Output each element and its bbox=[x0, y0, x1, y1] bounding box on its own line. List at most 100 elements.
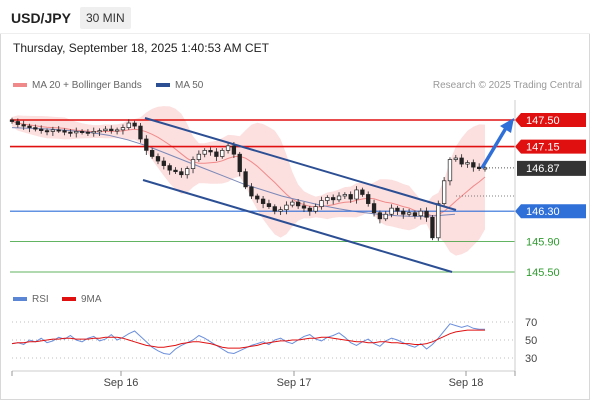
legend-rsi-label: RSI bbox=[32, 294, 49, 305]
candle-body bbox=[389, 207, 394, 215]
level-tag-0 bbox=[515, 113, 586, 127]
candle-body bbox=[383, 213, 388, 220]
candle-body bbox=[395, 207, 400, 212]
chart-datetime: Thursday, September 18, 2025 1:40:53 AM … bbox=[13, 41, 269, 55]
rsi-level-label-1: 50 bbox=[525, 335, 537, 347]
candle-body bbox=[354, 189, 359, 200]
candle-body bbox=[418, 210, 423, 217]
level-label-0: 147.50 bbox=[526, 115, 560, 127]
candle-body bbox=[313, 206, 318, 212]
candle-body bbox=[15, 121, 20, 125]
level-tag-3 bbox=[515, 204, 586, 219]
candle-body bbox=[103, 128, 108, 131]
candle-body bbox=[290, 201, 295, 206]
candle-body bbox=[342, 194, 348, 197]
candle-body bbox=[155, 156, 161, 162]
candle-body bbox=[401, 210, 406, 215]
candle-body bbox=[208, 150, 213, 153]
forecast-arrow-head bbox=[500, 118, 514, 133]
channel-lower-line bbox=[142, 179, 453, 273]
candle-body bbox=[39, 128, 44, 131]
candle-body bbox=[243, 171, 248, 188]
legend-9ma-label: 9MA bbox=[81, 294, 102, 305]
channel-upper-line bbox=[144, 117, 457, 211]
candle-body bbox=[255, 195, 260, 200]
candle-body bbox=[307, 207, 312, 212]
legend-ma50-label: MA 50 bbox=[175, 80, 204, 91]
level-label-1: 147.15 bbox=[526, 142, 560, 154]
candle-body bbox=[161, 160, 166, 166]
copyright-text: Research © 2025 Trading Central bbox=[432, 80, 582, 91]
candle-body bbox=[114, 129, 120, 132]
candle-body bbox=[56, 129, 61, 132]
candle-body bbox=[441, 180, 447, 204]
candles bbox=[9, 117, 488, 241]
top-bar: USD/JPY 30 MIN bbox=[0, 0, 590, 34]
timeframe-badge[interactable]: 30 MIN bbox=[80, 7, 131, 29]
candle-body bbox=[231, 145, 237, 155]
candle-body bbox=[202, 150, 207, 155]
candle-body bbox=[68, 131, 73, 134]
candle-body bbox=[459, 157, 464, 165]
candle-body bbox=[21, 124, 26, 127]
candle-body bbox=[266, 203, 272, 207]
candle-body bbox=[214, 151, 219, 157]
candle-body bbox=[336, 195, 342, 201]
candle-body bbox=[173, 169, 178, 173]
level-label-4: 145.90 bbox=[526, 237, 560, 249]
candle-body bbox=[33, 127, 38, 130]
candle-body bbox=[109, 128, 114, 131]
candle-body bbox=[237, 153, 242, 173]
ma9-swatch bbox=[62, 297, 76, 302]
candle-body bbox=[412, 212, 418, 217]
candle-body bbox=[220, 150, 225, 157]
candle-body bbox=[62, 130, 67, 133]
candle-body bbox=[319, 200, 324, 207]
candle-body bbox=[44, 130, 50, 133]
x-tick-label-2: Sep 18 bbox=[449, 377, 484, 389]
candle-body bbox=[295, 201, 301, 207]
current-price-tag bbox=[517, 160, 586, 176]
candle-body bbox=[331, 197, 336, 201]
candle-body bbox=[406, 212, 412, 215]
level-label-3: 146.30 bbox=[526, 206, 560, 218]
candle-body bbox=[138, 125, 143, 140]
candle-body bbox=[325, 197, 330, 201]
candle-body bbox=[430, 216, 435, 239]
symbol-label: USD/JPY bbox=[11, 10, 71, 26]
candle-body bbox=[74, 131, 79, 134]
rsi-level-label-0: 70 bbox=[525, 317, 537, 329]
candle-body bbox=[366, 194, 371, 204]
candle-body bbox=[348, 194, 353, 200]
candle-body bbox=[196, 153, 202, 160]
candle-body bbox=[436, 203, 441, 239]
candle-body bbox=[97, 130, 102, 133]
ma20-swatch bbox=[13, 83, 27, 88]
rsi-level-label-2: 30 bbox=[525, 353, 537, 365]
candle-body bbox=[85, 131, 91, 134]
candle-body bbox=[278, 209, 283, 212]
candle-body bbox=[79, 131, 85, 133]
x-tick-label-0: Sep 16 bbox=[104, 377, 139, 389]
candle-body bbox=[120, 127, 126, 131]
candle-body bbox=[453, 157, 458, 160]
legend-9ma: 9MA bbox=[62, 294, 102, 305]
candle-body bbox=[301, 205, 307, 209]
candle-body bbox=[447, 159, 453, 182]
candle-body bbox=[126, 122, 131, 128]
candle-body bbox=[179, 171, 184, 176]
candle-body bbox=[190, 159, 196, 169]
candle-body bbox=[185, 168, 190, 176]
candle-body bbox=[371, 203, 377, 214]
candle-body bbox=[465, 162, 470, 165]
ma20-line bbox=[11, 121, 486, 217]
candle-body bbox=[477, 166, 482, 169]
candle-body bbox=[149, 150, 155, 157]
rsi-ma9-line bbox=[11, 329, 485, 349]
candle-body bbox=[284, 204, 289, 211]
candle-body bbox=[225, 145, 231, 151]
legend-ma20: MA 20 + Bollinger Bands bbox=[13, 80, 142, 91]
candle-body bbox=[9, 119, 15, 122]
candle-body bbox=[360, 189, 365, 195]
